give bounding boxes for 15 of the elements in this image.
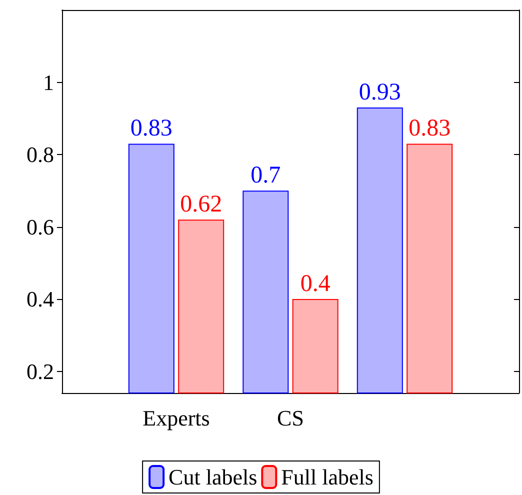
y-tick-label: 0.6 — [26, 214, 54, 240]
data-label: 0.93 — [358, 80, 401, 106]
x-tick-label: CS — [277, 406, 304, 430]
data-label: 0.83 — [408, 116, 451, 142]
legend-label: Full labels — [281, 464, 374, 490]
y-tick-label: 0.8 — [26, 142, 54, 168]
x-tick-label: Experts — [142, 406, 210, 430]
y-tick-label: 1 — [43, 70, 54, 95]
data-label: 0.83 — [130, 116, 172, 142]
data-label: 0.4 — [300, 271, 330, 298]
y-tick-label: 0.4 — [26, 286, 54, 312]
data-label: 0.7 — [250, 162, 281, 189]
data-label: 0.62 — [180, 192, 222, 218]
legend-label: Cut labels — [168, 464, 258, 490]
y-tick-label: 0.2 — [26, 358, 54, 384]
